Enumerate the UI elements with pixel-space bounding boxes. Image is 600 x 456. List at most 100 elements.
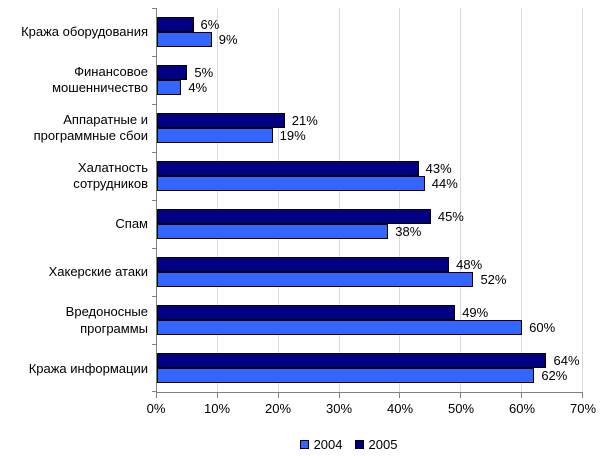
bar-row: 21% <box>157 113 583 128</box>
category-axis-labels: Кража оборудования Финансовое мошенничест… <box>0 8 156 393</box>
bar-value-label: 60% <box>529 320 556 335</box>
bar-2005 <box>157 353 547 368</box>
gridline <box>460 8 462 392</box>
y-axis-tick <box>152 344 156 345</box>
bar-value-label: 49% <box>462 305 489 320</box>
legend-swatch-2004 <box>299 440 309 449</box>
bar-row: 48% <box>157 257 583 272</box>
bar-row: 64% <box>157 353 583 368</box>
bar-value-label: 21% <box>291 113 318 128</box>
bar-row: 38% <box>157 224 583 239</box>
bar-value-label: 52% <box>480 272 507 287</box>
bar-group: 43% 44% <box>157 152 583 200</box>
bar-row: 52% <box>157 272 583 287</box>
y-axis-tick <box>152 8 156 9</box>
legend-item-2004: 2004 <box>299 437 343 452</box>
x-axis-tick <box>460 393 462 398</box>
legend: 2004 2005 <box>135 437 562 452</box>
bar-2005 <box>157 257 450 272</box>
bar-group: 21% 19% <box>157 104 583 152</box>
category-label: Аппаратные и программные сбои <box>33 111 148 144</box>
y-axis-tick <box>152 248 156 249</box>
category-label: Спам <box>115 216 148 232</box>
bar-2004 <box>157 32 212 47</box>
bar-2004 <box>157 80 182 95</box>
category-label: Кража информации <box>28 360 148 376</box>
x-tick-label: 20% <box>264 401 292 416</box>
bar-2005 <box>157 17 194 32</box>
bar-row: 45% <box>157 209 583 224</box>
x-tick-label: 50% <box>447 401 475 416</box>
bar-group: 45% 38% <box>157 200 583 248</box>
y-axis-tick <box>152 200 156 201</box>
bar-value-label: 44% <box>431 176 458 191</box>
bar-value-label: 38% <box>395 224 422 239</box>
bar-group: 64% 62% <box>157 344 583 392</box>
bar-group: 48% 52% <box>157 248 583 296</box>
x-axis-tick <box>582 393 583 398</box>
bar-row: 49% <box>157 305 583 320</box>
bar-value-label: 6% <box>200 17 220 32</box>
bar-2005 <box>157 209 431 224</box>
category-label: Вредоносные программы <box>65 304 148 336</box>
bar-2004 <box>157 128 273 143</box>
y-axis-tick <box>152 56 156 57</box>
bar-value-label: 4% <box>188 80 208 95</box>
bar-2005 <box>157 65 188 80</box>
bar-row: 43% <box>157 161 583 176</box>
category-label: Халатность сотрудников <box>73 159 148 192</box>
x-axis-tick <box>156 393 157 398</box>
bar-2005 <box>157 113 285 128</box>
gridline <box>338 8 340 392</box>
gridline <box>521 8 523 392</box>
gridline <box>399 8 401 392</box>
x-axis-tick <box>521 393 523 398</box>
legend-swatch-2005 <box>354 440 364 449</box>
plot-row: Кража оборудования Финансовое мошенничест… <box>0 8 600 398</box>
bar-row: 44% <box>157 176 583 191</box>
bar-value-label: 62% <box>541 368 568 383</box>
x-axis-labels: 0% 10% 20% 30% 40% 50% 60% 70% <box>147 401 596 419</box>
x-tick-label: 10% <box>203 401 231 416</box>
x-axis-tick <box>277 393 279 398</box>
gridline <box>277 8 279 392</box>
bar-group: 6% 9% <box>157 8 583 56</box>
legend-label-2004: 2004 <box>313 437 343 452</box>
x-tick-label: 0% <box>146 401 166 416</box>
x-tick-label: 60% <box>508 401 536 416</box>
y-axis-tick <box>152 391 156 392</box>
bar-value-label: 43% <box>425 161 452 176</box>
x-tick-label: 40% <box>386 401 414 416</box>
bar-row: 4% <box>157 80 583 95</box>
y-axis-tick <box>152 104 156 105</box>
bar-group: 5% 4% <box>157 56 583 104</box>
bar-2004 <box>157 368 535 383</box>
gridline <box>582 8 583 392</box>
bar-value-label: 19% <box>279 128 306 143</box>
bar-2005 <box>157 305 456 320</box>
bar-group: 49% 60% <box>157 296 583 344</box>
x-axis-tick <box>216 393 218 398</box>
bar-2004 <box>157 272 474 287</box>
gridline <box>216 8 218 392</box>
bar-row: 9% <box>157 32 583 47</box>
bar-row: 60% <box>157 320 583 335</box>
bar-value-label: 5% <box>194 65 214 80</box>
bar-2004 <box>157 176 425 191</box>
bar-row: 6% <box>157 17 583 32</box>
y-axis-tick <box>152 296 156 297</box>
bar-row: 62% <box>157 368 583 383</box>
x-tick-label: 70% <box>569 401 597 416</box>
legend-item-2005: 2005 <box>354 437 398 452</box>
bar-2004 <box>157 224 389 239</box>
bar-groups: 6% 9% 5% 4% 21% 19% 43% 44% 45% 38% 48% 52% 49% 60% 64… <box>157 8 583 392</box>
bar-row: 19% <box>157 128 583 143</box>
bar-value-label: 9% <box>218 32 238 47</box>
y-axis-tick <box>152 152 156 153</box>
bar-2005 <box>157 161 419 176</box>
category-label: Кража оборудования <box>21 23 148 39</box>
legend-label-2005: 2005 <box>368 437 398 452</box>
bar-value-label: 48% <box>456 257 483 272</box>
bar-2004 <box>157 320 523 335</box>
